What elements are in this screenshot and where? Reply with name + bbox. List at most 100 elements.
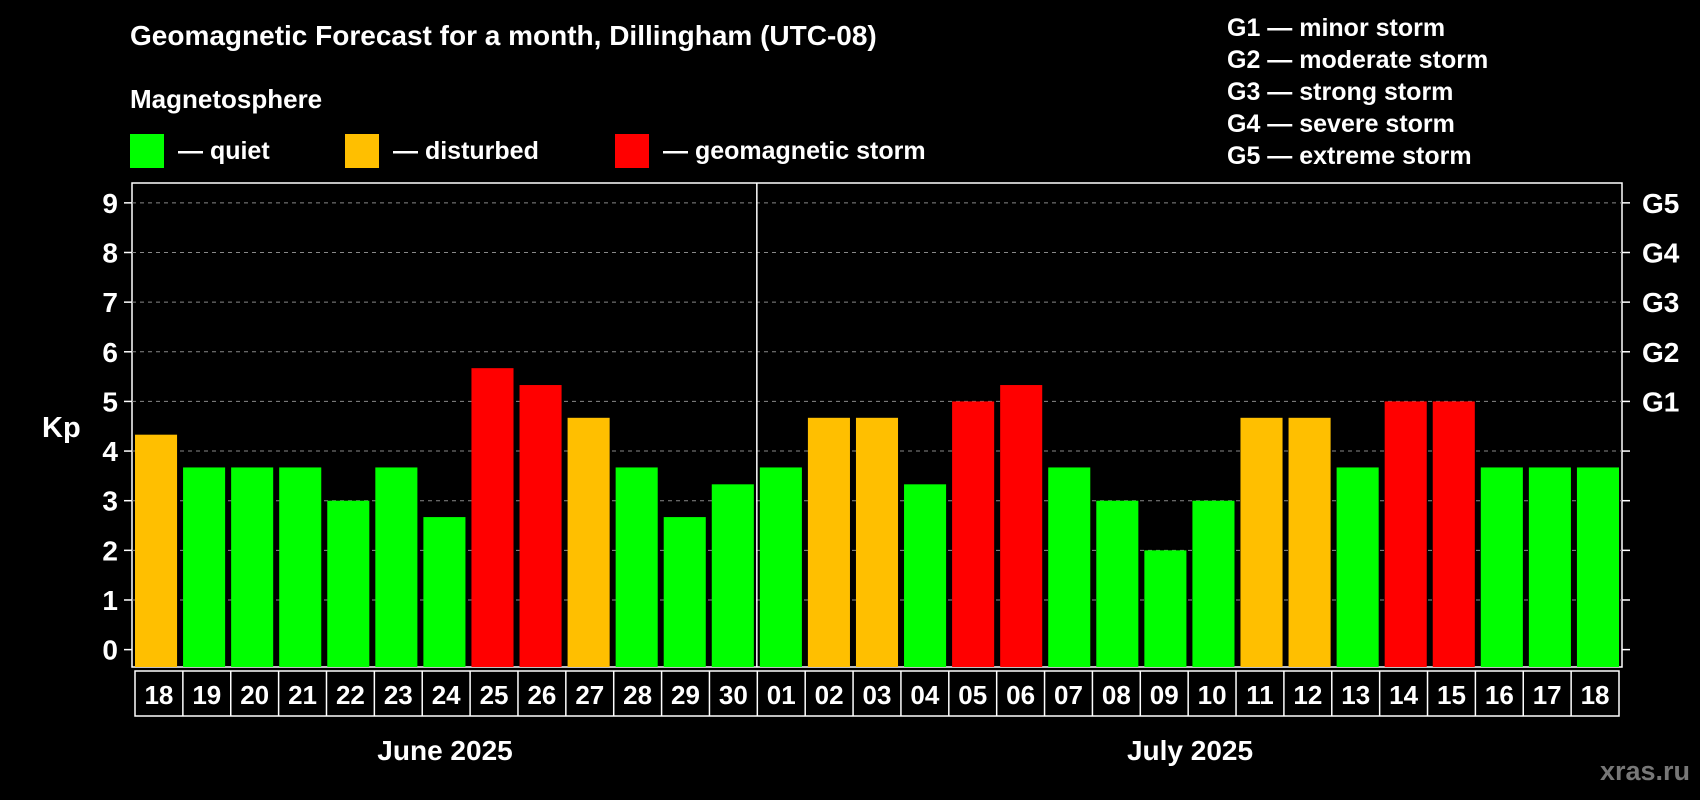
bar-quiet xyxy=(663,517,706,667)
bar-disturbed xyxy=(807,417,850,667)
bar-storm xyxy=(1432,401,1475,667)
storm-level-g5: G5 — extreme storm xyxy=(1227,142,1472,170)
bar-disturbed xyxy=(855,417,899,667)
x-tick-label: 22 xyxy=(336,680,365,710)
x-tick-label: 03 xyxy=(863,680,892,710)
x-tick-label: 11 xyxy=(1246,680,1274,710)
bar-disturbed xyxy=(135,434,178,667)
month-label-june: June 2025 xyxy=(377,735,513,766)
x-tick-label: 18 xyxy=(1581,680,1610,710)
g-level-label: G4 xyxy=(1642,237,1680,268)
y-tick-label: 5 xyxy=(102,386,118,417)
legend-swatch-disturbed xyxy=(345,134,379,168)
storm-level-g2: G2 — moderate storm xyxy=(1227,46,1489,74)
x-tick-label: 26 xyxy=(527,680,556,710)
x-tick-label: 21 xyxy=(288,680,317,710)
bar-quiet xyxy=(1096,500,1139,667)
x-tick-label: 30 xyxy=(719,680,748,710)
x-tick-label: 13 xyxy=(1341,680,1370,710)
bar-disturbed xyxy=(567,417,610,667)
x-tick-label: 19 xyxy=(192,680,221,710)
x-tick-label: 23 xyxy=(384,680,413,710)
bar-storm xyxy=(952,401,995,667)
bar-quiet xyxy=(615,467,658,667)
legend-swatch-quiet xyxy=(130,134,164,168)
g-level-label: G5 xyxy=(1642,188,1679,219)
storm-level-g3: G3 — strong storm xyxy=(1227,78,1454,106)
x-tick-label: 10 xyxy=(1198,680,1227,710)
x-tick-label: 12 xyxy=(1293,680,1322,710)
x-tick-label: 27 xyxy=(575,680,604,710)
bar-quiet xyxy=(279,467,322,667)
bar-quiet xyxy=(423,517,466,667)
legend-swatch-storm xyxy=(615,134,649,168)
legend-label-quiet: — quiet xyxy=(178,136,270,165)
x-tick-label: 24 xyxy=(432,680,461,710)
x-tick-label: 16 xyxy=(1485,680,1514,710)
bar-quiet xyxy=(183,467,226,667)
y-tick-label: 7 xyxy=(102,287,118,318)
x-tick-label: 08 xyxy=(1102,680,1131,710)
x-tick-label: 09 xyxy=(1150,680,1179,710)
y-tick-label: 3 xyxy=(102,486,118,517)
y-tick-label: 4 xyxy=(102,436,118,467)
chart-title: Geomagnetic Forecast for a month, Dillin… xyxy=(130,20,877,51)
month-label-july: July 2025 xyxy=(1126,735,1254,766)
legend-item-quiet: — quiet xyxy=(130,134,270,168)
bar-quiet xyxy=(1480,467,1523,667)
y-axis-label: Kp xyxy=(42,412,81,444)
x-tick-label: 18 xyxy=(144,680,173,710)
bar-storm xyxy=(519,385,562,667)
bar-quiet xyxy=(1048,467,1091,667)
y-tick-label: 6 xyxy=(102,337,118,368)
x-tick-label: 01 xyxy=(767,680,796,710)
y-tick-label: 1 xyxy=(102,585,118,616)
bar-quiet xyxy=(231,467,274,667)
bar-storm xyxy=(1000,385,1043,667)
bar-quiet xyxy=(711,484,754,667)
bar-quiet xyxy=(1144,550,1187,667)
bar-quiet xyxy=(1336,467,1379,667)
x-tick-label: 17 xyxy=(1533,680,1562,710)
storm-level-g1: G1 — minor storm xyxy=(1227,14,1446,42)
date-strip xyxy=(134,670,1620,717)
y-tick-label: 0 xyxy=(102,635,118,666)
x-tick-label: 02 xyxy=(815,680,844,710)
x-tick-label: 20 xyxy=(240,680,269,710)
storm-level-g4: G4 — severe storm xyxy=(1227,110,1455,138)
bar-quiet xyxy=(1192,500,1235,667)
y-tick-label: 8 xyxy=(102,237,118,268)
g-level-label: G3 xyxy=(1642,287,1679,318)
x-tick-label: 28 xyxy=(623,680,652,710)
watermark: xras.ru xyxy=(1599,756,1690,786)
x-tick-label: 05 xyxy=(958,680,987,710)
bar-storm xyxy=(471,368,514,667)
x-tick-label: 15 xyxy=(1437,680,1466,710)
y-tick-label: 2 xyxy=(102,535,118,566)
bar-quiet xyxy=(375,467,418,667)
g-level-label: G2 xyxy=(1642,337,1679,368)
y-tick-label: 9 xyxy=(102,188,118,219)
legend-item-storm: — geomagnetic storm xyxy=(615,134,926,168)
x-tick-label: 14 xyxy=(1389,680,1418,710)
x-tick-label: 06 xyxy=(1006,680,1035,710)
g-level-label: G1 xyxy=(1642,386,1679,417)
legend-label-storm: — geomagnetic storm xyxy=(663,136,926,165)
legend-heading: Magnetosphere xyxy=(130,84,323,114)
bar-quiet xyxy=(327,500,370,667)
x-tick-label: 29 xyxy=(671,680,700,710)
storm-level-legend: G1 — minor storm G2 — moderate storm G3 … xyxy=(1227,12,1488,172)
x-tick-label: 25 xyxy=(480,680,509,710)
bar-quiet xyxy=(1576,467,1619,667)
bar-storm xyxy=(1384,401,1427,667)
bar-disturbed xyxy=(1288,417,1331,667)
legend-label-disturbed: — disturbed xyxy=(393,136,539,165)
bar-disturbed xyxy=(1240,417,1283,667)
x-tick-label: 07 xyxy=(1054,680,1083,710)
bar-quiet xyxy=(759,467,802,667)
bar-quiet xyxy=(904,484,947,667)
legend-item-disturbed: — disturbed xyxy=(345,134,539,168)
bar-quiet xyxy=(1528,467,1571,667)
x-tick-label: 04 xyxy=(910,680,939,710)
